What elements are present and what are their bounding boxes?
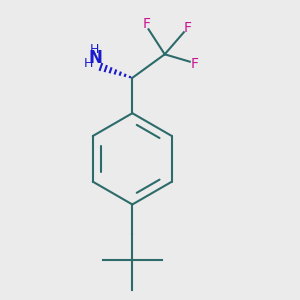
Text: F: F [142, 17, 150, 31]
Text: N: N [88, 49, 103, 67]
Text: F: F [190, 57, 198, 71]
Text: H: H [83, 57, 93, 70]
Text: H: H [90, 43, 99, 56]
Text: F: F [183, 21, 191, 35]
